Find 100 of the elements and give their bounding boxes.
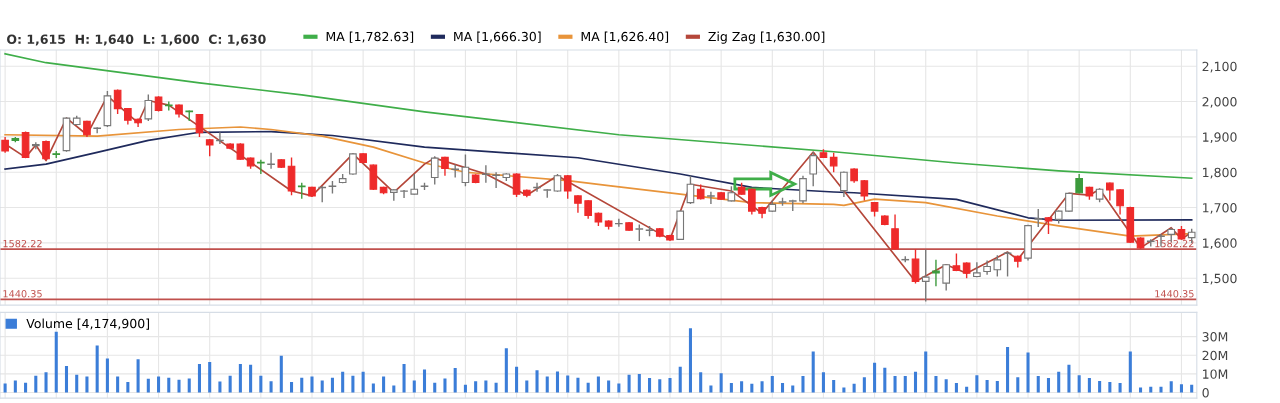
- bar: [269, 381, 273, 393]
- text: 1440.35: [1155, 290, 1194, 298]
- candlestick: [1003, 251, 1012, 278]
- bar: [873, 362, 877, 393]
- candlestick: [829, 152, 838, 173]
- candlestick: [686, 175, 695, 205]
- bar: [852, 383, 856, 393]
- bar: [1016, 377, 1020, 393]
- bar: [116, 376, 120, 393]
- bar: [924, 351, 928, 393]
- bar: [157, 376, 161, 393]
- candlestick: [257, 159, 265, 175]
- bar: [85, 376, 89, 393]
- bar: [832, 380, 836, 393]
- bar: [893, 375, 897, 393]
- candlestick: [973, 261, 981, 278]
- bar: [658, 379, 662, 393]
- candlestick: [748, 187, 756, 216]
- bar: [13, 380, 17, 393]
- candlestick: [1034, 208, 1043, 228]
- candlestick: [563, 174, 572, 200]
- candlestick: [921, 248, 930, 303]
- y-tick-label: 1,800: [1203, 167, 1237, 179]
- bar: [627, 374, 631, 393]
- y-tick-label: 2,000: [1202, 97, 1237, 108]
- bar: [913, 371, 918, 393]
- bar: [750, 383, 754, 393]
- candlestick: [1116, 188, 1124, 216]
- bar: [688, 328, 692, 393]
- bar: [412, 380, 416, 393]
- bar: [985, 380, 989, 393]
- bar: [617, 383, 621, 393]
- bar: [146, 378, 150, 393]
- y-tick-label: 0: [1202, 388, 1209, 398]
- line-series: [4, 53, 1193, 180]
- y-tick-label: 1,500: [1203, 273, 1237, 285]
- bar: [545, 376, 549, 393]
- bar: [44, 372, 48, 393]
- bar: [1006, 347, 1010, 393]
- bar: [1087, 378, 1091, 393]
- bar: [136, 359, 140, 393]
- bar: [300, 377, 304, 393]
- bar: [34, 375, 38, 393]
- bar: [740, 381, 744, 393]
- y-tick-label: 10M: [1203, 369, 1228, 379]
- legend-label: MA [1,782.63]: [326, 31, 414, 43]
- bar: [1098, 381, 1102, 393]
- legend-label: MA [1,626.40]: [581, 31, 669, 43]
- bar: [341, 371, 345, 393]
- bar: [3, 383, 7, 393]
- bar: [709, 385, 713, 393]
- bar: [515, 366, 519, 393]
- candlestick: [840, 170, 848, 198]
- bar: [525, 380, 529, 393]
- bar: [1190, 384, 1194, 393]
- bar: [463, 384, 467, 393]
- bar: [699, 372, 703, 393]
- bar: [811, 351, 815, 393]
- candlestick: [93, 126, 102, 135]
- bar: [167, 377, 171, 393]
- bar: [842, 387, 846, 393]
- bar: [75, 374, 79, 393]
- bar: [1067, 364, 1071, 393]
- candlestick: [461, 153, 470, 188]
- candlestick: [1106, 181, 1114, 202]
- bar: [382, 376, 386, 393]
- bar: [54, 331, 58, 393]
- y-tick-label: 20M: [1202, 350, 1228, 361]
- candlestick: [389, 188, 398, 202]
- candlestick: [942, 263, 951, 292]
- candlestick: [932, 259, 940, 288]
- candlestick: [799, 175, 807, 205]
- y-tick-label: 30M: [1202, 332, 1228, 342]
- bar: [371, 383, 375, 393]
- bar: [1026, 352, 1030, 393]
- bar: [177, 379, 181, 393]
- legend-label: Volume [4,174,900]: [26, 318, 150, 330]
- candlestick: [400, 189, 408, 199]
- candlestick: [512, 172, 521, 198]
- bar: [862, 377, 866, 393]
- bar: [330, 377, 334, 393]
- bar: [1128, 351, 1132, 393]
- bar: [279, 355, 283, 393]
- bar: [719, 373, 723, 393]
- text: O: 1,615 H: 1,640 L: 1,600 C: 1,630: [7, 34, 266, 46]
- legend-label: MA [1,666.30]: [454, 31, 541, 43]
- bar: [453, 367, 457, 393]
- bar: [484, 380, 488, 393]
- bar: [1179, 384, 1183, 393]
- bar: [596, 376, 600, 393]
- bar: [228, 375, 232, 393]
- candlestick: [492, 171, 500, 189]
- candlestick: [584, 199, 592, 220]
- bar: [934, 375, 938, 393]
- bar: [504, 348, 508, 393]
- bar: [95, 345, 99, 393]
- legend-label: Zig Zag [1,630.00]: [708, 31, 825, 44]
- candlestick: [993, 254, 1002, 278]
- bar: [422, 369, 427, 393]
- candlestick: [482, 164, 490, 184]
